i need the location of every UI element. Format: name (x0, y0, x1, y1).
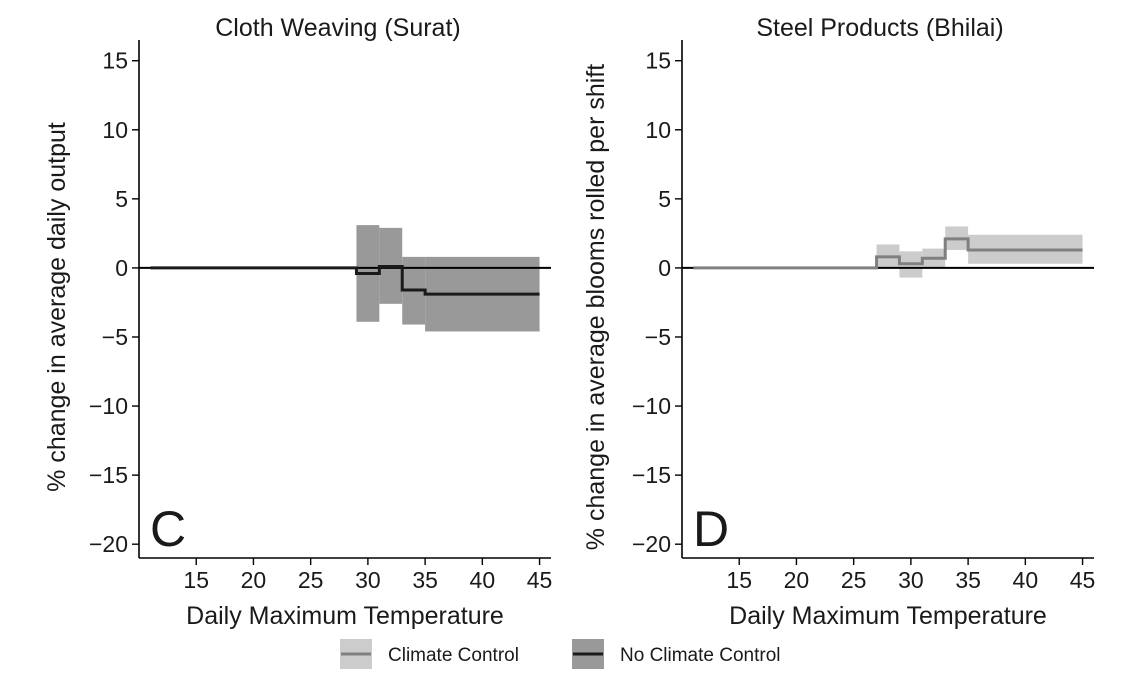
y-tick-label: 0 (115, 255, 128, 281)
panel-letter: C (150, 501, 186, 557)
y-tick-label: 5 (658, 186, 671, 212)
x-tick-label: 40 (1013, 567, 1039, 593)
y-tick-label: −10 (632, 393, 671, 419)
x-tick-label: 35 (412, 567, 438, 593)
y-tick-label: 5 (115, 186, 128, 212)
x-tick-label: 30 (898, 567, 924, 593)
y-tick-label: 10 (102, 117, 128, 143)
y-tick-label: −20 (89, 531, 128, 557)
x-tick-label: 40 (470, 567, 496, 593)
y-tick-label: −5 (102, 324, 128, 350)
legend: Climate Control No Climate Control (340, 639, 781, 669)
y-tick-label: 15 (102, 48, 128, 74)
chart-title: Steel Products (Bhilai) (756, 14, 1003, 42)
x-tick-label: 20 (784, 567, 810, 593)
y-tick-label: −15 (89, 462, 128, 488)
chart-title: Cloth Weaving (Surat) (215, 14, 460, 42)
y-tick-label: −5 (645, 324, 671, 350)
legend-label: No Climate Control (620, 645, 781, 666)
panel-c: Cloth Weaving (Surat) −20 −15 −10 −5 0 5 10 15 15… (43, 14, 552, 630)
legend-label: Climate Control (388, 645, 519, 666)
x-tick-label: 45 (527, 567, 553, 593)
x-tick-label: 25 (298, 567, 324, 593)
series-step-line (150, 265, 540, 296)
y-tick-label: −10 (89, 393, 128, 419)
x-axis-label: Daily Maximum Temperature (729, 602, 1047, 630)
x-axis-label: Daily Maximum Temperature (186, 602, 504, 630)
y-tick-label: 0 (658, 255, 671, 281)
panel-letter: D (693, 501, 729, 557)
y-tick-label: −15 (632, 462, 671, 488)
y-tick-label: 15 (645, 48, 671, 74)
x-tick-label: 25 (841, 567, 867, 593)
x-tick-label: 20 (241, 567, 267, 593)
x-tick-label: 30 (355, 567, 381, 593)
y-tick-label: 10 (645, 117, 671, 143)
panel-d: Steel Products (Bhilai) −20 −15 −10 −5 0 5 10 15… (582, 14, 1095, 630)
x-tick-label: 15 (726, 567, 752, 593)
y-axis-label: % change in average blooms rolled per sh… (582, 64, 610, 550)
x-tick-label: 35 (955, 567, 981, 593)
series-step-line (693, 237, 1083, 270)
x-tick-label: 45 (1070, 567, 1096, 593)
x-tick-label: 15 (183, 567, 209, 593)
y-tick-label: −20 (632, 531, 671, 557)
y-axis-label: % change in average daily output (43, 122, 71, 492)
